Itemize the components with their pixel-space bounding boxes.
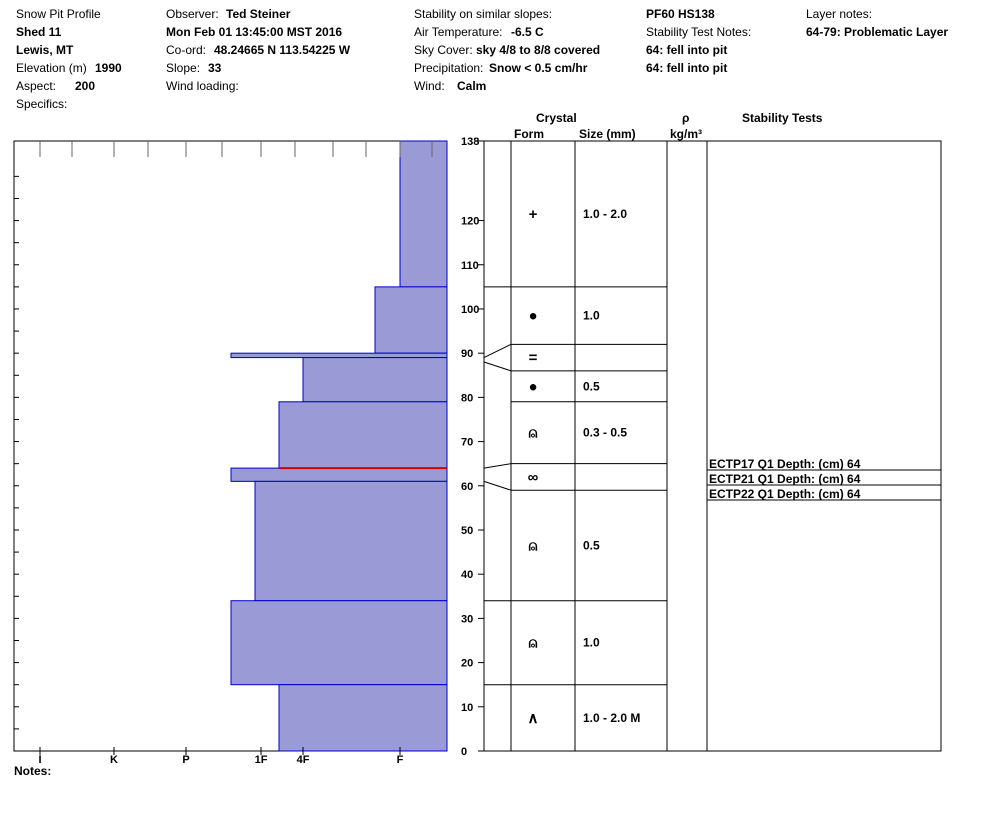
layer-notes-label: Layer notes:: [806, 7, 873, 21]
crystal-form-icon: ∞: [528, 469, 539, 486]
air-temp-value: -6.5 C: [511, 25, 544, 39]
stability-test-label: ECTP17 Q1 Depth: (cm) 64: [709, 457, 861, 471]
crystal-size-label: 0.5: [583, 379, 600, 393]
wind-label: Wind:: [414, 79, 445, 93]
depth-tick-label: 110: [461, 260, 479, 272]
observation-datetime: Mon Feb 01 13:45:00 MST 2016: [166, 25, 343, 39]
crystal-form-icon: ●: [528, 308, 537, 325]
hardness-tick-label: 4F: [297, 754, 310, 766]
hardness-tick-label: K: [110, 754, 118, 766]
hardness-tick-label: I: [38, 754, 41, 766]
hardness-bar: [399, 140, 448, 288]
stability-note: 64: fell into pit: [646, 43, 728, 57]
size-header: Size (mm): [579, 127, 636, 141]
layer-connector: [483, 463, 512, 469]
depth-tick-label: 90: [461, 348, 473, 360]
stability-test-label: ECTP21 Q1 Depth: (cm) 64: [709, 472, 861, 486]
crystal-form-icon: ⍝: [528, 635, 537, 652]
depth-tick-label: 20: [461, 658, 473, 670]
crystal-form-icon: ⍝: [528, 537, 537, 554]
depth-tick-label: 100: [461, 304, 479, 316]
crystal-form-icon: =: [529, 350, 538, 367]
precip-value: Snow < 0.5 cm/hr: [489, 61, 588, 75]
location-name: Shed 11: [16, 25, 62, 39]
notes-label: Notes:: [14, 764, 52, 778]
observer-label: Observer:: [166, 7, 219, 21]
hardness-bar: [278, 401, 448, 469]
depth-tick-label: 30: [461, 613, 473, 625]
crystal-size-label: 0.5: [583, 538, 600, 552]
elevation-label: Elevation (m): [16, 61, 87, 75]
hardness-bar: [230, 600, 448, 686]
crystal-form-icon: +: [529, 206, 538, 223]
layer-connector: [483, 480, 512, 491]
coord-label: Co-ord:: [166, 43, 207, 57]
pf-hs-value: PF60 HS138: [646, 7, 715, 21]
hardness-bar: [278, 684, 448, 752]
layer-connector: [483, 343, 512, 359]
hardness-bar: [254, 480, 448, 602]
slope-value: 33: [208, 61, 222, 75]
depth-tick-label: 138: [461, 136, 479, 148]
page-title: Snow Pit Profile: [16, 7, 101, 21]
precip-label: Precipitation:: [414, 61, 484, 75]
density-unit-header: kg/m³: [670, 127, 703, 141]
region-name: Lewis, MT: [16, 43, 74, 57]
crystal-size-label: 1.0: [583, 309, 600, 323]
depth-tick-label: 50: [461, 525, 473, 537]
crystal-table-frame: [483, 140, 942, 752]
hardness-bar: [302, 357, 448, 403]
air-temp-label: Air Temperature:: [414, 25, 503, 39]
layer-note: 64-79: Problematic Layer: [806, 25, 949, 39]
hardness-tick-label: 1F: [255, 754, 268, 766]
depth-tick-label: 0: [461, 746, 467, 758]
form-header: Form: [514, 127, 544, 141]
stability-note: 64: fell into pit: [646, 61, 728, 75]
depth-tick-label: 80: [461, 392, 473, 404]
density-symbol-header: ρ: [682, 111, 690, 125]
aspect-value: 200: [75, 79, 96, 93]
hardness-tick-label: F: [397, 754, 404, 766]
sky-cover-label: Sky Cover:: [414, 43, 473, 57]
stability-test-label: ECTP22 Q1 Depth: (cm) 64: [709, 487, 861, 501]
coord-value: 48.24665 N 113.54225 W: [214, 43, 351, 57]
depth-tick-label: 40: [461, 569, 473, 581]
depth-tick-label: 60: [461, 481, 473, 493]
wind-value: Calm: [457, 79, 487, 93]
crystal-form-icon: ∧: [528, 710, 539, 727]
stability-similar-label: Stability on similar slopes:: [414, 7, 553, 21]
specifics-label: Specifics:: [16, 97, 68, 111]
hardness-tick-label: P: [182, 754, 189, 766]
crystal-size-label: 1.0: [583, 636, 600, 650]
sky-cover-value: sky 4/8 to 8/8 covered: [476, 43, 601, 57]
crystal-size-label: 1.0 - 2.0 M: [583, 711, 640, 725]
crystal-header: Crystal: [536, 111, 577, 125]
stability-notes-label: Stability Test Notes:: [646, 25, 752, 39]
wind-loading-label: Wind loading:: [166, 79, 239, 93]
elevation-value: 1990: [95, 61, 122, 75]
crystal-size-label: 0.3 - 0.5: [583, 426, 627, 440]
crystal-size-label: 1.0 - 2.0: [583, 207, 627, 221]
crystal-form-icon: ●: [528, 378, 537, 395]
layer-connector: [483, 361, 512, 372]
stability-tests-header: Stability Tests: [742, 111, 823, 125]
crystal-form-icon: ⍝: [528, 425, 537, 442]
hardness-bar: [230, 352, 448, 359]
slope-label: Slope:: [166, 61, 201, 75]
hardness-bar: [230, 467, 448, 482]
depth-tick-label: 120: [461, 216, 479, 228]
depth-tick-label: 10: [461, 702, 473, 714]
hardness-bar: [374, 286, 448, 354]
aspect-label: Aspect:: [16, 79, 57, 93]
depth-tick-label: 70: [461, 437, 473, 449]
observer-value: Ted Steiner: [226, 7, 291, 21]
